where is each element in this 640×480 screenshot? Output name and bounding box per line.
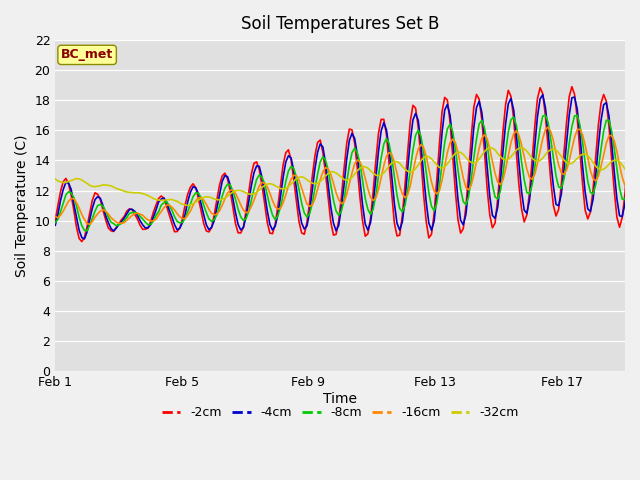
-2cm (571, 91, 579, 97)
Line: -16cm: -16cm (55, 127, 640, 224)
Line: -8cm: -8cm (55, 115, 640, 231)
-2cm (205, 229, 212, 235)
-2cm (51, 217, 59, 223)
-4cm (528, 173, 536, 179)
X-axis label: Time: Time (323, 392, 357, 406)
-2cm (568, 84, 576, 90)
-8cm (528, 182, 536, 188)
-8cm (571, 113, 579, 119)
-32cm (531, 158, 539, 164)
Legend: -2cm, -4cm, -8cm, -16cm, -32cm: -2cm, -4cm, -8cm, -16cm, -32cm (157, 401, 524, 424)
-4cm (81, 236, 88, 242)
-8cm (541, 112, 549, 118)
-2cm (78, 239, 86, 244)
-32cm (184, 203, 191, 208)
-8cm (208, 218, 216, 224)
-8cm (502, 149, 509, 155)
-8cm (205, 216, 212, 222)
-16cm (86, 221, 93, 227)
Title: Soil Temperatures Set B: Soil Temperatures Set B (241, 15, 439, 33)
-32cm (51, 176, 59, 182)
Y-axis label: Soil Temperature (C): Soil Temperature (C) (15, 134, 29, 277)
-16cm (208, 210, 216, 216)
-32cm (205, 194, 212, 200)
-4cm (502, 121, 509, 127)
-16cm (205, 207, 212, 213)
-2cm (444, 97, 451, 103)
-32cm (444, 161, 451, 167)
-4cm (208, 225, 216, 230)
-16cm (528, 176, 536, 182)
-16cm (51, 214, 59, 219)
-4cm (539, 92, 547, 97)
Text: BC_met: BC_met (61, 48, 113, 61)
-4cm (205, 227, 212, 233)
-8cm (444, 126, 451, 132)
-4cm (51, 222, 59, 228)
-4cm (571, 94, 579, 100)
-4cm (444, 102, 451, 108)
-8cm (83, 228, 91, 234)
-2cm (528, 157, 536, 163)
-32cm (486, 144, 493, 150)
-32cm (571, 158, 579, 164)
-32cm (504, 156, 512, 162)
-16cm (502, 166, 509, 172)
-16cm (544, 124, 552, 130)
-32cm (208, 195, 216, 201)
Line: -32cm: -32cm (55, 147, 640, 205)
Line: -4cm: -4cm (55, 95, 640, 239)
-16cm (571, 135, 579, 141)
-2cm (208, 225, 216, 230)
-16cm (444, 150, 451, 156)
-2cm (502, 101, 509, 107)
Line: -2cm: -2cm (55, 87, 640, 241)
-8cm (51, 220, 59, 226)
